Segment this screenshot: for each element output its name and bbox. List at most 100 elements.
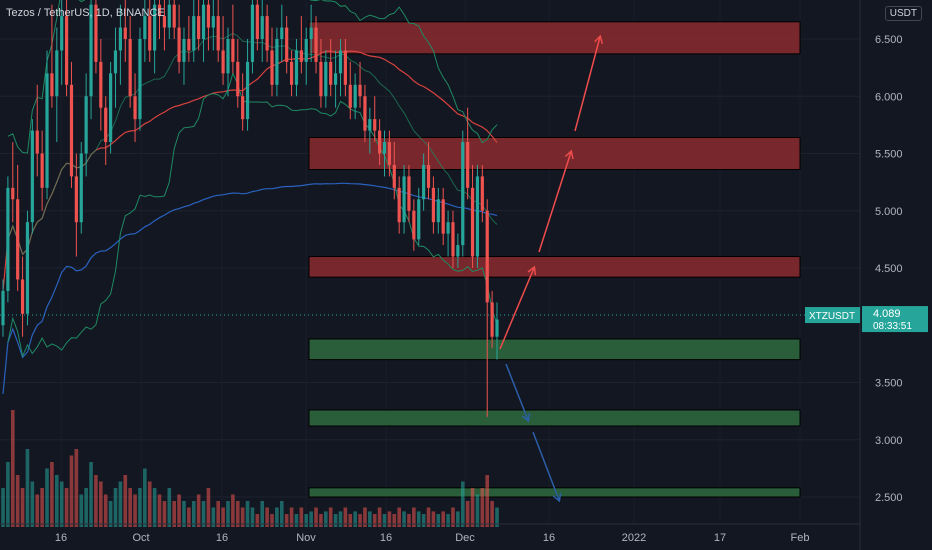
volume-bar <box>436 514 441 527</box>
volume-bar <box>152 488 157 527</box>
candle-body <box>397 187 401 223</box>
candle-body <box>128 39 132 97</box>
volume-bar <box>338 511 343 527</box>
candle-body <box>94 4 98 62</box>
candle-body <box>358 84 362 97</box>
candle-body <box>470 187 475 257</box>
volume-bar <box>10 410 15 527</box>
volume-bar <box>416 511 421 527</box>
volume-bar <box>30 481 35 527</box>
volume-bar <box>69 455 74 527</box>
volume-bar <box>426 507 431 527</box>
symbol-label-box <box>805 307 860 324</box>
volume-bar <box>441 511 445 527</box>
candle-body <box>69 84 74 177</box>
volume-bar <box>260 501 265 527</box>
volume-bar <box>324 511 328 527</box>
volume-bar <box>235 501 240 527</box>
volume-bar <box>245 501 250 527</box>
volume-bar <box>20 488 25 527</box>
volume-bar <box>363 507 367 527</box>
volume-bar <box>372 514 377 527</box>
y-tick-label: 5.500 <box>875 149 903 161</box>
candle-body <box>402 176 406 223</box>
support-zone <box>308 338 801 361</box>
candle-body <box>490 302 494 337</box>
candle-body <box>148 16 152 51</box>
blue-target-arrow <box>505 363 531 423</box>
y-tick-label: 3.000 <box>875 435 903 447</box>
blue-target-arrow <box>532 431 562 503</box>
resistance-zone <box>308 21 801 55</box>
volume-bar <box>460 481 465 527</box>
volume-bar <box>304 514 309 527</box>
volume-bar <box>368 511 372 527</box>
volume-bar <box>177 494 181 527</box>
candle-body <box>378 130 382 154</box>
volume-bar <box>45 468 49 527</box>
candle-body <box>260 16 264 39</box>
candle-body <box>79 153 83 223</box>
volume-bar <box>299 507 304 527</box>
volume-bar <box>133 494 137 527</box>
volume-bar <box>289 507 294 527</box>
x-tick-label: 17 <box>714 532 726 544</box>
volume-bar <box>162 501 167 527</box>
red-target-arrow <box>538 149 574 253</box>
volume-bar <box>231 494 235 527</box>
candle-body <box>304 39 308 62</box>
candle-body <box>270 50 274 85</box>
candle-body <box>255 4 259 39</box>
candle-body <box>289 61 294 85</box>
candle-body <box>211 16 215 28</box>
candle-body <box>109 73 113 143</box>
candle-body <box>133 96 137 120</box>
x-tick-label: Dec <box>455 532 475 544</box>
candle-body <box>299 50 303 62</box>
candle-body <box>441 199 445 234</box>
volume-bar <box>397 507 401 527</box>
volume-bar <box>490 501 494 527</box>
candle-body <box>348 84 352 108</box>
volume-bar <box>275 507 279 527</box>
volume-bar <box>470 488 475 527</box>
volume-bar <box>480 488 485 527</box>
volume-bar <box>147 481 152 527</box>
candle-body <box>226 39 230 74</box>
volume-bar <box>191 501 196 527</box>
candle-body <box>197 16 201 39</box>
candle-body <box>285 27 289 62</box>
volume-bar <box>358 514 362 527</box>
candle-body <box>35 130 39 154</box>
volume-bar <box>196 494 201 527</box>
chart-title: Tezos / TetherUS, 1D, BINANCE <box>6 7 165 19</box>
volume-bar <box>387 511 392 527</box>
candle-body <box>265 16 269 51</box>
volume-layer <box>1 410 499 527</box>
volume-bar <box>64 488 69 527</box>
volume-bar <box>50 462 54 527</box>
y-tick-label: 6.500 <box>875 34 903 46</box>
candle-body <box>275 39 279 85</box>
candle-body <box>456 245 460 257</box>
quote-currency-button[interactable]: USDT <box>884 6 922 21</box>
candle-body <box>64 16 69 85</box>
volume-bar <box>182 501 186 527</box>
volume-bar <box>402 511 406 527</box>
volume-bar <box>392 514 397 527</box>
x-tick-label: 16 <box>55 532 67 544</box>
candle-body <box>333 73 338 85</box>
candle-body <box>231 39 235 62</box>
candle-body <box>314 27 318 62</box>
candle-body <box>495 319 499 337</box>
candle-body <box>201 4 206 39</box>
volume-bar <box>412 507 416 527</box>
candle-body <box>182 39 186 62</box>
candle-body <box>89 4 93 97</box>
volume-bar <box>343 507 348 527</box>
volume-bar <box>187 507 191 527</box>
volume-bar <box>240 507 245 527</box>
volume-bar <box>55 475 59 527</box>
